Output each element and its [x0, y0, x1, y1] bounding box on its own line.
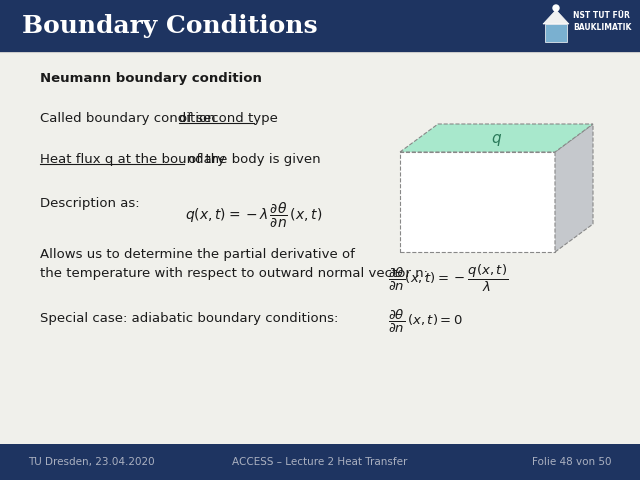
Text: BAUKLIMATIK: BAUKLIMATIK — [573, 24, 632, 33]
Circle shape — [553, 5, 559, 11]
Text: Called boundary condition: Called boundary condition — [40, 112, 220, 125]
Text: of second type: of second type — [179, 112, 278, 125]
Text: ACCESS – Lecture 2 Heat Transfer: ACCESS – Lecture 2 Heat Transfer — [232, 457, 408, 467]
Polygon shape — [543, 10, 569, 24]
Polygon shape — [555, 124, 593, 252]
Text: the temperature with respect to outward normal vector n:: the temperature with respect to outward … — [40, 267, 428, 280]
Text: q: q — [492, 131, 501, 145]
Text: Boundary Conditions: Boundary Conditions — [22, 14, 317, 38]
Text: $\dfrac{\partial\theta}{\partial n}(x,t) = -\dfrac{q(x,t)}{\lambda}$: $\dfrac{\partial\theta}{\partial n}(x,t)… — [388, 263, 508, 294]
Text: TU Dresden, 23.04.2020: TU Dresden, 23.04.2020 — [28, 457, 155, 467]
Text: Folie 48 von 50: Folie 48 von 50 — [532, 457, 612, 467]
Text: NST TUT FÜR: NST TUT FÜR — [573, 12, 630, 21]
Text: Allows us to determine the partial derivative of: Allows us to determine the partial deriv… — [40, 248, 355, 261]
Text: Heat flux q at the boundary: Heat flux q at the boundary — [40, 153, 225, 166]
Text: of the body is given: of the body is given — [184, 153, 321, 166]
Text: Description as:: Description as: — [40, 197, 140, 210]
Text: $q(x,t) = -\lambda\,\dfrac{\partial\theta}{\partial n}\,(x,t)$: $q(x,t) = -\lambda\,\dfrac{\partial\thet… — [185, 201, 323, 230]
Bar — [0, 444, 640, 480]
Bar — [400, 152, 555, 252]
Text: Special case: adiabatic boundary conditions:: Special case: adiabatic boundary conditi… — [40, 312, 339, 325]
Text: Neumann boundary condition: Neumann boundary condition — [40, 72, 262, 85]
Bar — [0, 0, 640, 52]
Polygon shape — [400, 124, 593, 152]
Text: $\dfrac{\partial\theta}{\partial n}\,(x,t) = 0$: $\dfrac{\partial\theta}{\partial n}\,(x,… — [388, 308, 463, 335]
Bar — [545, 24, 567, 42]
